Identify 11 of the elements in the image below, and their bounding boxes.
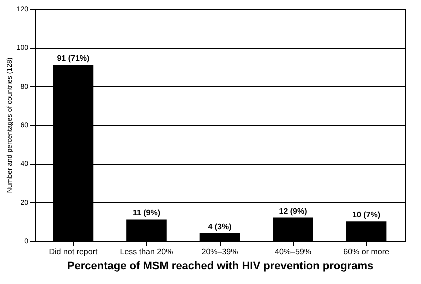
x-axis-title: Percentage of MSM reached with HIV prevention programs <box>67 260 374 272</box>
x-tick-label: 40%–59% <box>275 248 312 256</box>
x-tick-label: Less than 20% <box>120 248 174 256</box>
data-label: 12 (9%) <box>279 206 308 216</box>
data-label: 91 (71%) <box>57 54 90 64</box>
data-label: 10 (7%) <box>352 210 381 220</box>
x-tick-label: 20%–39% <box>202 248 238 256</box>
x-tick-label: Did not report <box>49 248 98 256</box>
x-tick-label: 60% or more <box>344 248 390 256</box>
data-label: 11 (9%) <box>132 208 161 218</box>
data-label: 4 (3%) <box>208 222 232 232</box>
